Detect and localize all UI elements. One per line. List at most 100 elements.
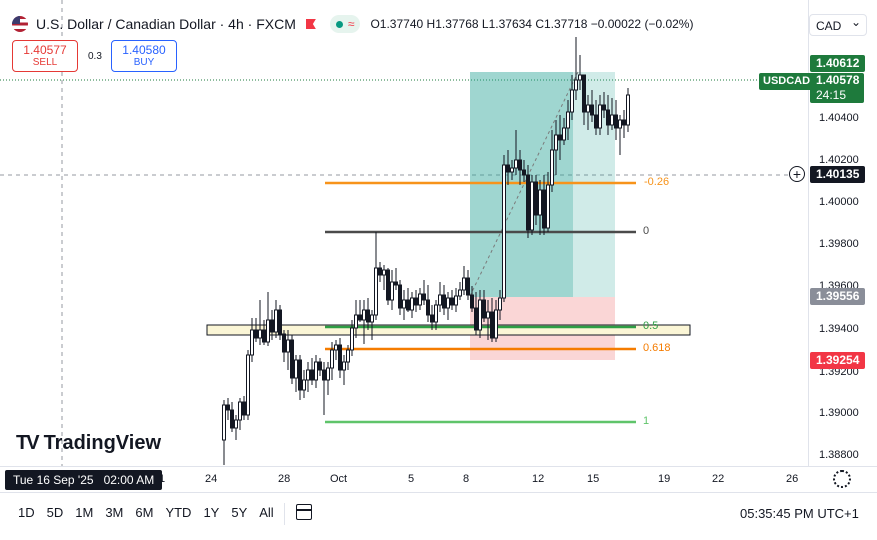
candle-body [550,149,554,186]
time-tick: 22 [712,473,725,485]
currency-selector[interactable]: CAD ⌄ [809,14,867,36]
candle-body [310,369,314,381]
timeframe-all[interactable]: All [259,505,274,520]
candle-body [494,309,498,339]
timeframe-ytd[interactable]: YTD [165,505,192,520]
crosshair-price-tag: 1.40135 [810,166,866,183]
candles [222,37,630,465]
time-tick: 8 [463,473,470,485]
support-zone-box [206,324,691,336]
candle-body [282,333,286,353]
timeframe-1d[interactable]: 1D [18,505,35,520]
timeframe-6m[interactable]: 6M [135,505,154,520]
symbol-title[interactable]: U.S. Dollar / Canadian Dollar · 4h · FXC… [36,16,296,32]
flag-marker-icon[interactable] [305,19,316,29]
candle-body [614,114,618,129]
candle-body [422,293,426,301]
tradingview-watermark[interactable]: TV TradingView [16,432,161,455]
candle-body [414,297,418,306]
timeframe-5y[interactable]: 5Y [231,505,248,520]
crosshair-add-button[interactable]: + [789,166,805,182]
time-tick: 1 [159,473,166,485]
timeframe-5d[interactable]: 5D [46,505,64,520]
candle-body [526,174,530,231]
market-open-dot-icon [335,20,343,28]
candle-body [430,314,434,323]
candle-body [322,369,326,381]
price-axis[interactable]: CAD ⌄ 1.40400 1.40200 1.40000 1.39800 1.… [808,0,877,466]
candle-body [538,189,542,216]
candle-body [490,311,494,339]
candle-body [522,169,526,176]
candle-body [382,269,386,276]
price-tick: 1.39000 [819,407,859,419]
candle-body [426,299,430,316]
candle-body [390,281,394,301]
timeframe-3m[interactable]: 3M [105,505,124,520]
timeframe-1m[interactable]: 1M [75,505,94,520]
sell-button[interactable]: 1.40577 SELL [12,40,78,72]
candle-body [590,104,594,116]
date-range-calendar-icon[interactable] [296,504,312,520]
candle-body [514,159,518,169]
buy-price: 1.40580 [122,43,166,57]
time-tick: 12 [532,473,545,485]
candle-body [562,127,566,141]
candle-body [510,167,514,173]
candle-body [402,299,406,309]
candle-body [254,329,258,339]
candle-body [578,74,582,81]
candle-body [534,181,538,216]
fib-label-1: 1 [643,415,650,427]
candle-body [262,329,266,343]
plus-icon: + [792,166,802,182]
candle-body [278,309,282,335]
candle-body [290,339,294,379]
divider [284,503,285,525]
candle-body [482,299,486,319]
candle-body [394,281,398,286]
price-tick: 1.39200 [819,366,859,378]
utc-clock[interactable]: 05:35:45 PM UTC+1 [740,506,859,521]
candle-body [470,294,474,309]
market-status-pill[interactable]: ≈ [329,15,361,33]
candle-body [370,314,374,323]
time-tick: 5 [408,473,415,485]
sell-price: 1.40577 [23,43,67,57]
fib-label-neg026: -0.26 [644,176,670,188]
buy-label: BUY [133,57,155,68]
candle-body [406,299,410,311]
time-axis[interactable]: Tue 16 Sep '25 02:00 AM 1 24 28 Oct 5 8 … [0,466,877,493]
candle-body [506,164,510,173]
candle-body [358,314,362,321]
candlestick-chart[interactable] [0,0,808,466]
candle-body [554,134,558,151]
flag-icon [12,16,28,32]
candle-body [318,361,322,371]
candle-body [582,74,586,113]
candle-body [486,311,490,319]
candle-body [362,309,366,321]
buy-button[interactable]: 1.40580 BUY [111,40,177,72]
candle-body [234,419,238,429]
timeframe-1y[interactable]: 1Y [203,505,220,520]
candle-body [474,307,478,331]
sell-label: SELL [32,57,58,68]
price-tick: 1.39400 [819,323,859,335]
price-tick: 1.40400 [819,112,859,124]
tradingview-logo-icon: TV [16,432,40,454]
candle-body [386,269,390,301]
time-tick: 24 [205,473,218,485]
candle-body [302,379,306,391]
candle-body [566,111,570,129]
price-tick: 1.38800 [819,449,859,461]
candle-body [450,297,454,306]
candle-body [238,401,242,421]
candle-body [398,284,402,309]
candle-body [342,361,346,371]
candle-body [434,304,438,323]
candle-body [354,314,358,329]
candle-body [314,361,318,381]
chart-area[interactable]: -0.26 0 0.5 0.618 1 U.S. Dollar / Canadi… [0,0,808,466]
settings-gear-icon[interactable] [833,470,851,488]
